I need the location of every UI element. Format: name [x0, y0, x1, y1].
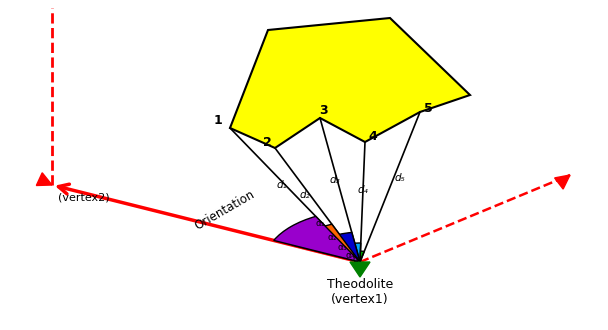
Text: α₃: α₃ [337, 244, 347, 252]
Polygon shape [36, 173, 52, 185]
Text: Theodolite
(vertex1): Theodolite (vertex1) [327, 278, 393, 306]
Text: 1: 1 [213, 114, 223, 126]
Wedge shape [328, 243, 361, 262]
Polygon shape [554, 175, 570, 189]
Text: (vertex2): (vertex2) [58, 192, 109, 202]
Polygon shape [350, 262, 370, 277]
Text: 4: 4 [368, 129, 378, 143]
Text: d₂: d₂ [300, 190, 310, 200]
Polygon shape [230, 18, 470, 148]
Text: Orientation: Orientation [193, 187, 257, 232]
Text: d₁: d₁ [277, 180, 288, 190]
Text: α₄: α₄ [345, 251, 355, 260]
Text: 2: 2 [263, 136, 271, 148]
Text: d₄: d₄ [358, 185, 368, 195]
Wedge shape [274, 216, 360, 262]
Text: α₅: α₅ [352, 255, 362, 265]
Text: α₂: α₂ [327, 234, 337, 243]
Text: 5: 5 [424, 102, 432, 115]
Wedge shape [292, 224, 360, 262]
Text: d₅: d₅ [395, 173, 406, 183]
Wedge shape [310, 232, 360, 262]
Wedge shape [342, 251, 364, 262]
Text: 3: 3 [320, 104, 328, 116]
Text: α₁: α₁ [315, 219, 325, 228]
Text: d₃: d₃ [330, 175, 340, 185]
